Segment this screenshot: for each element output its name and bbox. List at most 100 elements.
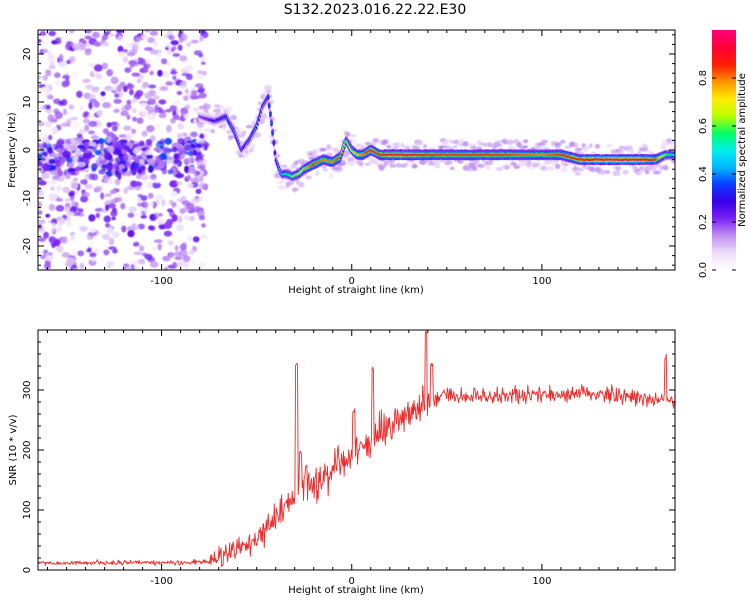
halo-cell xyxy=(222,126,227,132)
noise-cell xyxy=(84,184,93,190)
halo-cell xyxy=(383,139,389,145)
noise-cell xyxy=(42,75,48,81)
noise-cell xyxy=(166,50,171,55)
noise-cell xyxy=(173,100,181,106)
noise-cell xyxy=(76,133,83,138)
noise-cell xyxy=(195,188,202,194)
noise-cell xyxy=(73,121,80,128)
halo-cell xyxy=(560,139,566,144)
noise-cell xyxy=(41,157,46,162)
noise-cell xyxy=(79,262,84,270)
noise-cell xyxy=(118,164,126,169)
noise-cell xyxy=(105,171,113,176)
noise-cell xyxy=(169,180,179,188)
noise-cell xyxy=(169,199,174,205)
colorbar-step xyxy=(712,46,736,49)
noise-cell xyxy=(58,217,66,225)
noise-cell xyxy=(90,256,96,262)
colorbar-step xyxy=(712,222,736,225)
noise-cell xyxy=(86,233,95,240)
noise-cell xyxy=(163,230,172,237)
noise-cell xyxy=(153,179,161,184)
noise-cell xyxy=(133,181,143,187)
colorbar-step xyxy=(712,214,736,217)
colorbar-step xyxy=(712,156,736,159)
noise-cell xyxy=(95,212,101,219)
halo-cell xyxy=(434,163,441,167)
halo-cell xyxy=(472,166,478,172)
noise-cell xyxy=(200,56,207,63)
noise-cell xyxy=(145,106,154,112)
noise-cell xyxy=(179,208,186,214)
noise-cell xyxy=(62,108,67,116)
noise-cell xyxy=(100,91,106,97)
colorbar-step xyxy=(712,78,736,81)
halo-cell xyxy=(241,130,247,135)
colorbar-step xyxy=(712,110,736,113)
noise-cell xyxy=(126,266,132,270)
noise-cell xyxy=(116,30,124,34)
halo-cell xyxy=(448,160,453,165)
noise-cell xyxy=(89,227,97,233)
halo-cell xyxy=(522,145,529,149)
noise-cell xyxy=(197,70,204,75)
noise-cell xyxy=(38,143,44,148)
halo-cell xyxy=(605,170,611,174)
noise-cell xyxy=(48,158,56,165)
noise-cell xyxy=(184,144,193,151)
noise-cell xyxy=(158,99,167,105)
colorbar-step xyxy=(712,32,736,35)
colorbar-step xyxy=(712,120,736,123)
noise-cell xyxy=(132,116,138,122)
noise-cell xyxy=(56,198,64,202)
noise-cell xyxy=(183,95,189,101)
noise-cell xyxy=(146,125,155,133)
halo-cell xyxy=(612,170,621,177)
noise-cell xyxy=(120,110,129,117)
halo-cell xyxy=(496,143,503,147)
halo-cell xyxy=(418,159,427,165)
colorbar-step xyxy=(712,44,736,47)
halo-cell xyxy=(590,151,597,155)
halo-cell xyxy=(333,147,339,154)
noise-cell xyxy=(166,61,171,67)
noise-cell xyxy=(160,58,168,65)
halo-cell xyxy=(287,180,294,186)
halo-cell xyxy=(237,132,243,136)
noise-cell xyxy=(184,88,189,94)
noise-cell xyxy=(193,50,203,56)
noise-cell xyxy=(50,229,55,233)
noise-cell xyxy=(88,173,95,181)
noise-cell xyxy=(176,224,185,232)
colorbar-step xyxy=(712,70,736,73)
noise-cell xyxy=(157,140,165,145)
halo-cell xyxy=(632,166,639,171)
colorbar-step xyxy=(712,150,736,153)
signal-ridge xyxy=(198,91,675,182)
noise-cell xyxy=(54,72,61,78)
noise-cell xyxy=(144,47,153,51)
colorbar-step xyxy=(712,240,736,243)
noise-cell xyxy=(129,64,135,69)
noise-cell xyxy=(54,79,61,86)
noise-cell xyxy=(69,30,75,34)
noise-cell xyxy=(106,122,112,128)
colorbar-step xyxy=(712,158,736,161)
noise-cell xyxy=(87,141,97,147)
noise-cell xyxy=(72,267,78,270)
colorbar-gradient xyxy=(712,30,736,271)
noise-cell xyxy=(179,81,187,89)
colorbar-step xyxy=(712,146,736,149)
colorbar-step xyxy=(712,54,736,57)
noise-cell xyxy=(104,176,109,184)
noise-cell xyxy=(143,64,148,69)
noise-cell xyxy=(142,201,149,209)
noise-cell xyxy=(72,206,79,211)
noise-cell xyxy=(70,234,75,242)
noise-cell xyxy=(121,149,126,155)
colorbar-step xyxy=(712,152,736,155)
colorbar-step xyxy=(712,132,736,135)
noise-cell xyxy=(157,69,163,77)
noise-cell xyxy=(124,132,133,140)
